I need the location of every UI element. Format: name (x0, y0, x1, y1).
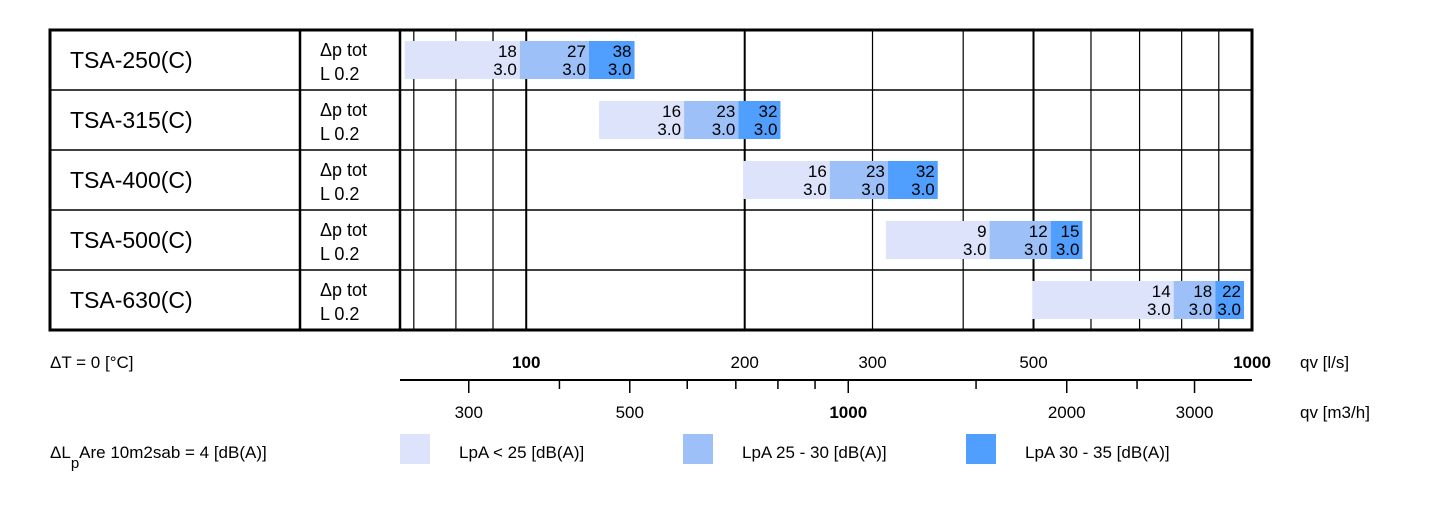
param-dp-label: Δp tot (320, 160, 367, 180)
bar-segment (885, 221, 990, 259)
pressure-drop-label: 16 (808, 162, 827, 181)
bar-segment (684, 101, 739, 139)
param-dp-label: Δp tot (320, 280, 367, 300)
m3h-tick-label: 300 (455, 403, 483, 422)
legend-label: LpA < 25 [dB(A)] (459, 443, 584, 462)
pressure-drop-label: 23 (866, 162, 885, 181)
chart-row-labels: TSA-250(C) Δp tot L 0.2 TSA-315(C) Δp tot L 0… (70, 40, 367, 324)
pressure-drop-label: 38 (613, 42, 632, 61)
delta-l-pre: ΔL (50, 443, 71, 462)
chart-grid (48, 28, 1254, 332)
table-frame (48, 28, 1254, 332)
bar-segment (588, 41, 635, 79)
ls-tick-label: 500 (1019, 353, 1047, 372)
bar-segment (599, 101, 685, 139)
delta-l-sub: p (71, 455, 79, 472)
ls-tick-label: 1000 (1233, 353, 1271, 372)
bar-segment (1215, 281, 1245, 319)
pressure-drop-label: 32 (916, 162, 935, 181)
throw-length-label: 3.0 (754, 120, 778, 139)
ls-tick-label: 200 (731, 353, 759, 372)
param-l-label: L 0.2 (320, 184, 359, 204)
throw-length-label: 3.0 (1217, 300, 1241, 319)
m3h-tick-label: 1000 (829, 403, 867, 422)
bar-segment (404, 41, 520, 79)
pressure-drop-label: 16 (662, 102, 681, 121)
model-label: TSA-250(C) (70, 47, 193, 73)
m3h-tick-label: 500 (616, 403, 644, 422)
throw-length-label: 3.0 (493, 60, 517, 79)
bar-segment (1173, 281, 1216, 319)
throw-length-label: 3.0 (1147, 300, 1171, 319)
throw-length-label: 3.0 (712, 120, 736, 139)
bar-segment (743, 161, 830, 199)
throw-length-label: 3.0 (608, 60, 632, 79)
pressure-drop-label: 27 (567, 42, 586, 61)
throw-length-label: 3.0 (1056, 240, 1080, 259)
ls-tick-label: 300 (858, 353, 886, 372)
delta-t-label: ΔT = 0 [°C] (50, 353, 134, 372)
model-label: TSA-400(C) (70, 167, 193, 193)
model-label: TSA-315(C) (70, 107, 193, 133)
bar-segment (829, 161, 888, 199)
model-label: TSA-500(C) (70, 227, 193, 253)
param-l-label: L 0.2 (320, 124, 359, 144)
param-l-label: L 0.2 (320, 64, 359, 84)
legend-swatch (683, 434, 713, 464)
pressure-drop-label: 22 (1222, 282, 1241, 301)
legend-label: LpA 30 - 35 [dB(A)] (1025, 443, 1170, 462)
legend-swatch (966, 434, 996, 464)
throw-length-label: 3.0 (911, 180, 935, 199)
pressure-drop-label: 32 (759, 102, 778, 121)
ls-axis-title: qv [l/s] (1300, 353, 1349, 372)
throw-length-label: 3.0 (1024, 240, 1048, 259)
throw-length-label: 3.0 (963, 240, 987, 259)
bar-segment (1050, 221, 1083, 259)
delta-l-post: Are 10m2sab = 4 [dB(A)] (79, 443, 267, 462)
param-dp-label: Δp tot (320, 100, 367, 120)
delta-l-label: ΔLpAre 10m2sab = 4 [dB(A)] (50, 443, 267, 472)
pressure-drop-label: 9 (977, 222, 986, 241)
bar-segment (738, 101, 781, 139)
ls-tick-label: 100 (512, 353, 540, 372)
throw-length-label: 3.0 (562, 60, 586, 79)
pressure-drop-label: 23 (716, 102, 735, 121)
bar-segment (519, 41, 589, 79)
param-l-label: L 0.2 (320, 304, 359, 324)
bar-segment (1032, 281, 1174, 319)
throw-length-label: 3.0 (657, 120, 681, 139)
pressure-drop-label: 15 (1061, 222, 1080, 241)
chart-axes: 100 200 300 500 1000 qv [l/s] 300 500 1000 2000 30… (400, 353, 1370, 422)
model-label: TSA-630(C) (70, 287, 193, 313)
chart-legend: LpA < 25 [dB(A)] LpA 25 - 30 [dB(A)] LpA 3… (400, 434, 1170, 464)
m3h-tick-label: 2000 (1048, 403, 1086, 422)
throw-length-label: 3.0 (1189, 300, 1213, 319)
param-dp-label: Δp tot (320, 220, 367, 240)
throw-length-label: 3.0 (861, 180, 885, 199)
m3h-tick-label: 3000 (1176, 403, 1214, 422)
chart-bars: 183.0273.0383.0163.0233.0323.0163.0233.0… (404, 41, 1245, 319)
pressure-drop-label: 18 (498, 42, 517, 61)
m3h-axis-title: qv [m3/h] (1300, 403, 1370, 422)
legend-label: LpA 25 - 30 [dB(A)] (742, 443, 887, 462)
throw-length-label: 3.0 (803, 180, 827, 199)
param-dp-label: Δp tot (320, 40, 367, 60)
pressure-drop-label: 14 (1152, 282, 1171, 301)
bar-segment (887, 161, 938, 199)
bar-segment (989, 221, 1051, 259)
pressure-drop-label: 12 (1029, 222, 1048, 241)
param-l-label: L 0.2 (320, 244, 359, 264)
pressure-drop-label: 18 (1193, 282, 1212, 301)
legend-swatch (400, 434, 430, 464)
